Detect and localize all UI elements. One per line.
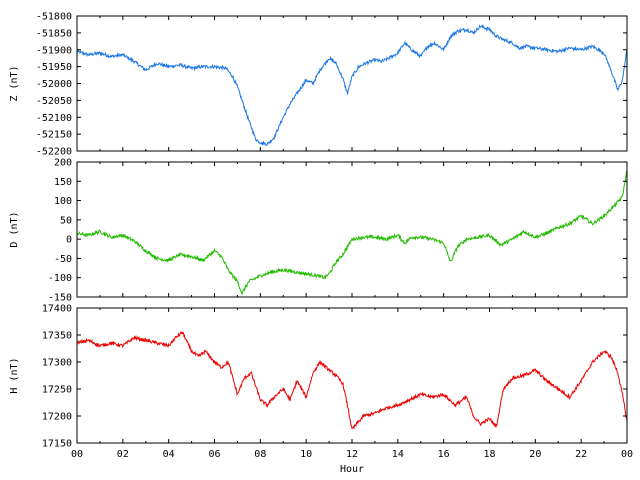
y-tick-label: -51850	[36, 28, 72, 39]
series-line-0-0	[76, 23, 628, 147]
y-tick-label: -52200	[36, 147, 72, 158]
x-tick-label: 20	[529, 449, 541, 460]
y-tick-label: 100	[54, 196, 72, 207]
y-tick-label: 17350	[42, 331, 72, 342]
y-tick-label: 17200	[42, 412, 72, 423]
y-tick-label: -52050	[36, 96, 72, 107]
y-axis-label: Z (nT)	[9, 65, 20, 101]
panel-1: 200 150 100 50 0 -50 -100 -150 D (nT)	[9, 158, 628, 304]
y-tick-label: -51800	[36, 12, 72, 23]
y-tick-label: 17400	[42, 304, 72, 315]
y-axis-label: H (nT)	[9, 357, 20, 393]
x-axis-label: Hour	[340, 464, 364, 475]
y-tick-label: -51950	[36, 62, 72, 73]
x-tick-label: 16	[438, 449, 450, 460]
y-tick-label: 200	[54, 158, 72, 169]
plot-frame	[76, 161, 628, 298]
plot-frame	[76, 307, 628, 444]
x-tick-label: 18	[483, 449, 495, 460]
x-tick-label: 00	[71, 449, 83, 460]
panel-0: -51800 -51850 -51900 -51950 -52000 -52050 -521…	[9, 12, 628, 158]
y-tick-label: 17150	[42, 439, 72, 450]
y-tick-label: 50	[60, 215, 72, 226]
x-tick-label: 10	[300, 449, 312, 460]
y-tick-label: -50	[54, 254, 72, 265]
y-tick-label: -52000	[36, 79, 72, 90]
y-tick-label: 17300	[42, 358, 72, 369]
x-tick-label: 00	[621, 449, 633, 460]
y-tick-label: -150	[48, 293, 72, 304]
panel-2: 17400 17350 17300 17250 17200 17150 H (nT) 00 02…	[9, 304, 633, 476]
x-tick-label: 22	[575, 449, 587, 460]
series-line-2-0	[76, 331, 628, 430]
y-tick-label: -52100	[36, 113, 72, 124]
y-tick-label: -51900	[36, 45, 72, 56]
y-tick-label: 150	[54, 177, 72, 188]
y-tick-label: 0	[66, 235, 72, 246]
y-axis-label: D (nT)	[9, 211, 20, 247]
x-tick-label: 04	[163, 449, 175, 460]
x-tick-label: 02	[117, 449, 129, 460]
x-tick-label: 08	[254, 449, 266, 460]
x-tick-label: 14	[392, 449, 404, 460]
y-tick-label: -100	[48, 273, 72, 284]
x-tick-label: 06	[208, 449, 220, 460]
y-tick-label: 17250	[42, 385, 72, 396]
series-line-1-0	[76, 170, 628, 296]
y-tick-label: -52150	[36, 130, 72, 141]
plot-frame	[76, 15, 628, 152]
x-tick-label: 12	[346, 449, 358, 460]
